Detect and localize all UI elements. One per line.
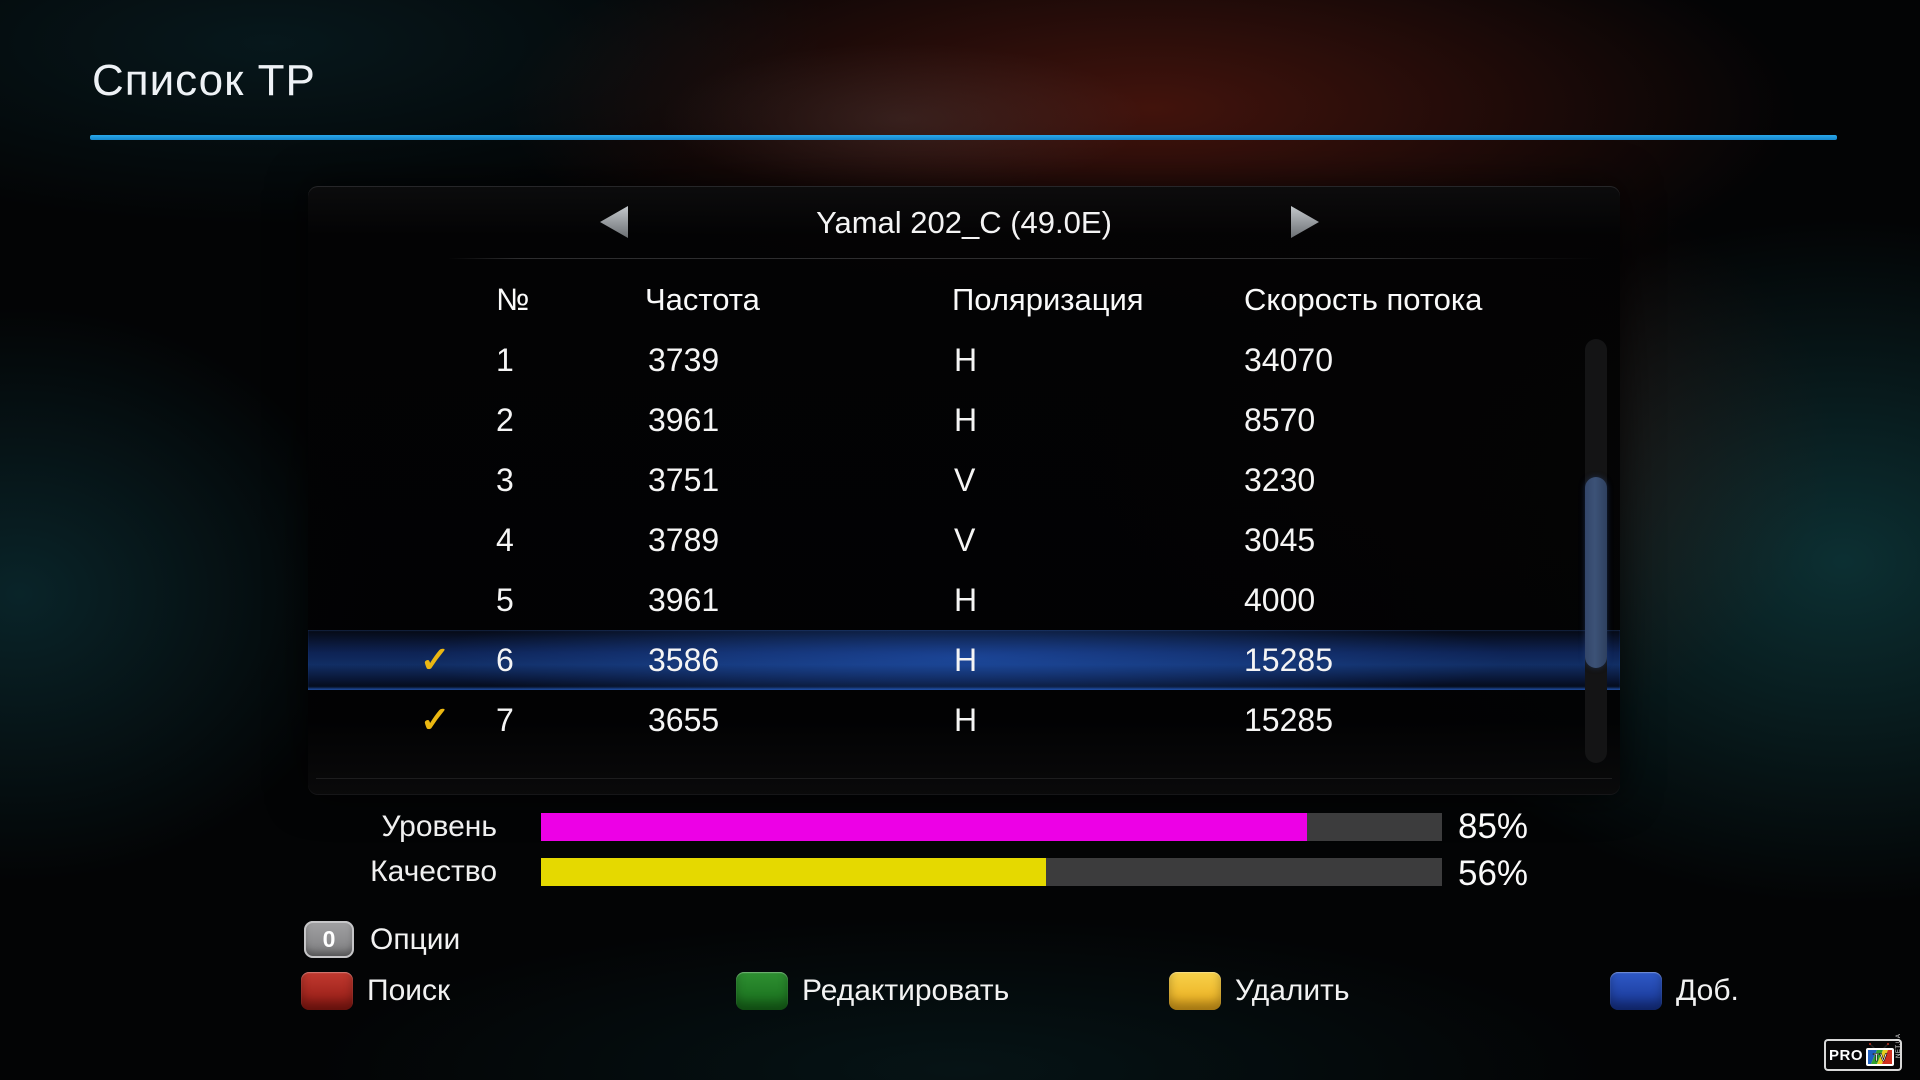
cell-polarization: H: [954, 342, 978, 378]
cell-frequency: 3739: [648, 342, 720, 378]
cell-symbol-rate: 3045: [1244, 522, 1316, 558]
table-row[interactable]: ✓ 4 3789 V 3045: [308, 510, 1620, 570]
green-key-icon: [736, 972, 788, 1010]
tp-table-rows: ✓ 1 3739 H 34070 ✓ 2 3961 H 8570 ✓ 3 375…: [308, 330, 1620, 750]
header-polarization: Поляризация: [952, 282, 1144, 317]
svg-text:TV: TV: [1873, 1052, 1888, 1064]
blue-key-icon: [1610, 972, 1662, 1010]
cell-symbol-rate: 15285: [1244, 702, 1333, 738]
cell-frequency: 3961: [648, 402, 720, 438]
prev-satellite-arrow-icon[interactable]: [600, 206, 628, 238]
quality-label: Качество: [370, 855, 497, 888]
cell-num: 6: [496, 642, 514, 678]
satellite-divider: [448, 258, 1600, 259]
panel-bottom-divider: [316, 778, 1612, 779]
cell-polarization: H: [954, 642, 978, 678]
cell-num: 4: [496, 522, 514, 558]
satellite-name: Yamal 202_C (49.0E): [816, 205, 1112, 240]
scrollbar[interactable]: [1585, 339, 1607, 763]
page-title: Список ТР: [92, 56, 316, 105]
cell-polarization: V: [954, 522, 976, 558]
next-satellite-arrow-icon[interactable]: [1291, 206, 1319, 238]
table-row[interactable]: ✓ 3 3751 V 3230: [308, 450, 1620, 510]
table-row[interactable]: ✓ 7 3655 H 15285: [308, 690, 1620, 750]
cell-num: 7: [496, 702, 514, 738]
red-key-label: Поиск: [367, 974, 451, 1007]
cell-symbol-rate: 4000: [1244, 582, 1316, 618]
yellow-key-label: Удалить: [1235, 974, 1350, 1007]
cell-num: 5: [496, 582, 514, 618]
cell-symbol-rate: 8570: [1244, 402, 1316, 438]
cell-num: 2: [496, 402, 514, 438]
cell-symbol-rate: 34070: [1244, 342, 1333, 378]
logo-pro-text: PRO: [1829, 1046, 1864, 1064]
protv-logo: PRO TV NET.UA: [1824, 1033, 1903, 1071]
cell-polarization: V: [954, 462, 976, 498]
level-label: Уровень: [381, 810, 497, 843]
options-label: Опции: [370, 923, 461, 956]
quality-bar-fill: [541, 858, 1046, 886]
cell-polarization: H: [954, 402, 978, 438]
level-bar: [541, 813, 1442, 841]
scrollbar-thumb[interactable]: [1585, 477, 1607, 668]
key-0-icon[interactable]: 0: [304, 921, 354, 958]
cell-frequency: 3789: [648, 522, 720, 558]
cell-frequency: 3586: [648, 642, 720, 678]
cell-frequency: 3961: [648, 582, 720, 618]
tv-icon: TV: [1865, 1043, 1895, 1067]
logo-side-text: NET.UA: [1896, 1033, 1903, 1058]
cell-num: 3: [496, 462, 514, 498]
satellite-selector: Yamal 202_C (49.0E): [308, 186, 1620, 259]
cell-frequency: 3751: [648, 462, 720, 498]
check-icon: ✓: [420, 639, 451, 680]
table-row[interactable]: ✓ 2 3961 H 8570: [308, 390, 1620, 450]
header-num: №: [496, 282, 530, 317]
table-row[interactable]: ✓ 1 3739 H 34070: [308, 330, 1620, 390]
quality-bar: [541, 858, 1442, 886]
level-bar-fill: [541, 813, 1307, 841]
cell-symbol-rate: 3230: [1244, 462, 1316, 498]
tp-list-panel: Yamal 202_C (49.0E) № Частота Поляризаци…: [308, 186, 1620, 795]
level-percent: 85%: [1458, 807, 1529, 846]
blue-key-label: Доб.: [1676, 974, 1739, 1007]
table-row[interactable]: ✓ 6 3586 H 15285: [308, 630, 1620, 690]
cell-polarization: H: [954, 702, 978, 738]
title-divider: [90, 135, 1837, 140]
cell-frequency: 3655: [648, 702, 720, 738]
table-row[interactable]: ✓ 5 3961 H 4000: [308, 570, 1620, 630]
cell-symbol-rate: 15285: [1244, 642, 1333, 678]
green-key-label: Редактировать: [802, 974, 1010, 1007]
cell-polarization: H: [954, 582, 978, 618]
header-symbol-rate: Скорость потока: [1244, 282, 1483, 317]
cell-num: 1: [496, 342, 514, 378]
header-frequency: Частота: [645, 282, 760, 317]
check-icon: ✓: [420, 699, 451, 740]
quality-percent: 56%: [1458, 854, 1529, 893]
table-header: № Частота Поляризация Скорость потока: [308, 270, 1620, 330]
red-key-icon: [301, 972, 353, 1010]
yellow-key-icon: [1169, 972, 1221, 1010]
